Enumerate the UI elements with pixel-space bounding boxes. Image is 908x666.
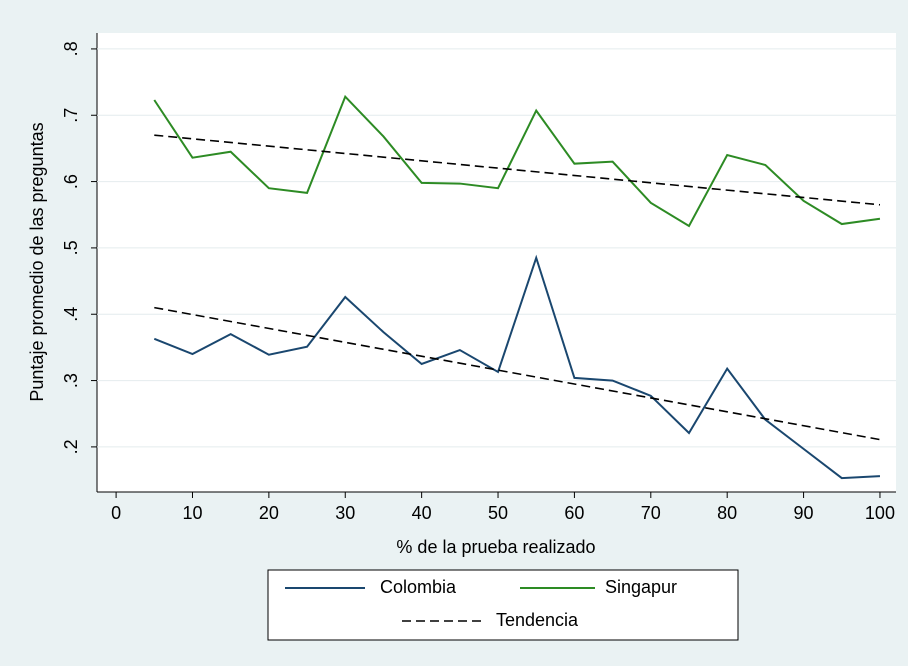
x-tick-label: 30 [335, 503, 355, 523]
line [153, 94, 881, 228]
x-tick-label: 60 [564, 503, 584, 523]
line [153, 254, 881, 480]
y-tick-label: .4 [61, 307, 81, 322]
x-tick-label: 10 [182, 503, 202, 523]
x-tick-label: 40 [412, 503, 432, 523]
x-tick-label: 0 [111, 503, 121, 523]
legend-label: Colombia [380, 577, 457, 597]
y-tick-label: .8 [61, 41, 81, 56]
y-tick-label: .6 [61, 174, 81, 189]
x-tick-label: 70 [641, 503, 661, 523]
legend [267, 569, 739, 641]
x-axis-title: % de la prueba realizado [396, 537, 595, 557]
legend-label: Singapur [605, 577, 677, 597]
y-tick-label: .7 [61, 108, 81, 123]
legend-label: Tendencia [496, 610, 579, 630]
trend-line [154, 306, 881, 441]
plot-area [97, 33, 896, 492]
y-tick-label: .3 [61, 373, 81, 388]
y-tick-label: .5 [61, 240, 81, 255]
y-axis-title: Puntaje promedio de las preguntas [27, 122, 47, 401]
x-tick-label: 80 [717, 503, 737, 523]
x-tick-label: 100 [865, 503, 895, 523]
trend-line [154, 134, 881, 206]
x-tick-label: 20 [259, 503, 279, 523]
x-tick-label: 50 [488, 503, 508, 523]
y-tick-label: .2 [61, 439, 81, 454]
x-tick-label: 90 [794, 503, 814, 523]
